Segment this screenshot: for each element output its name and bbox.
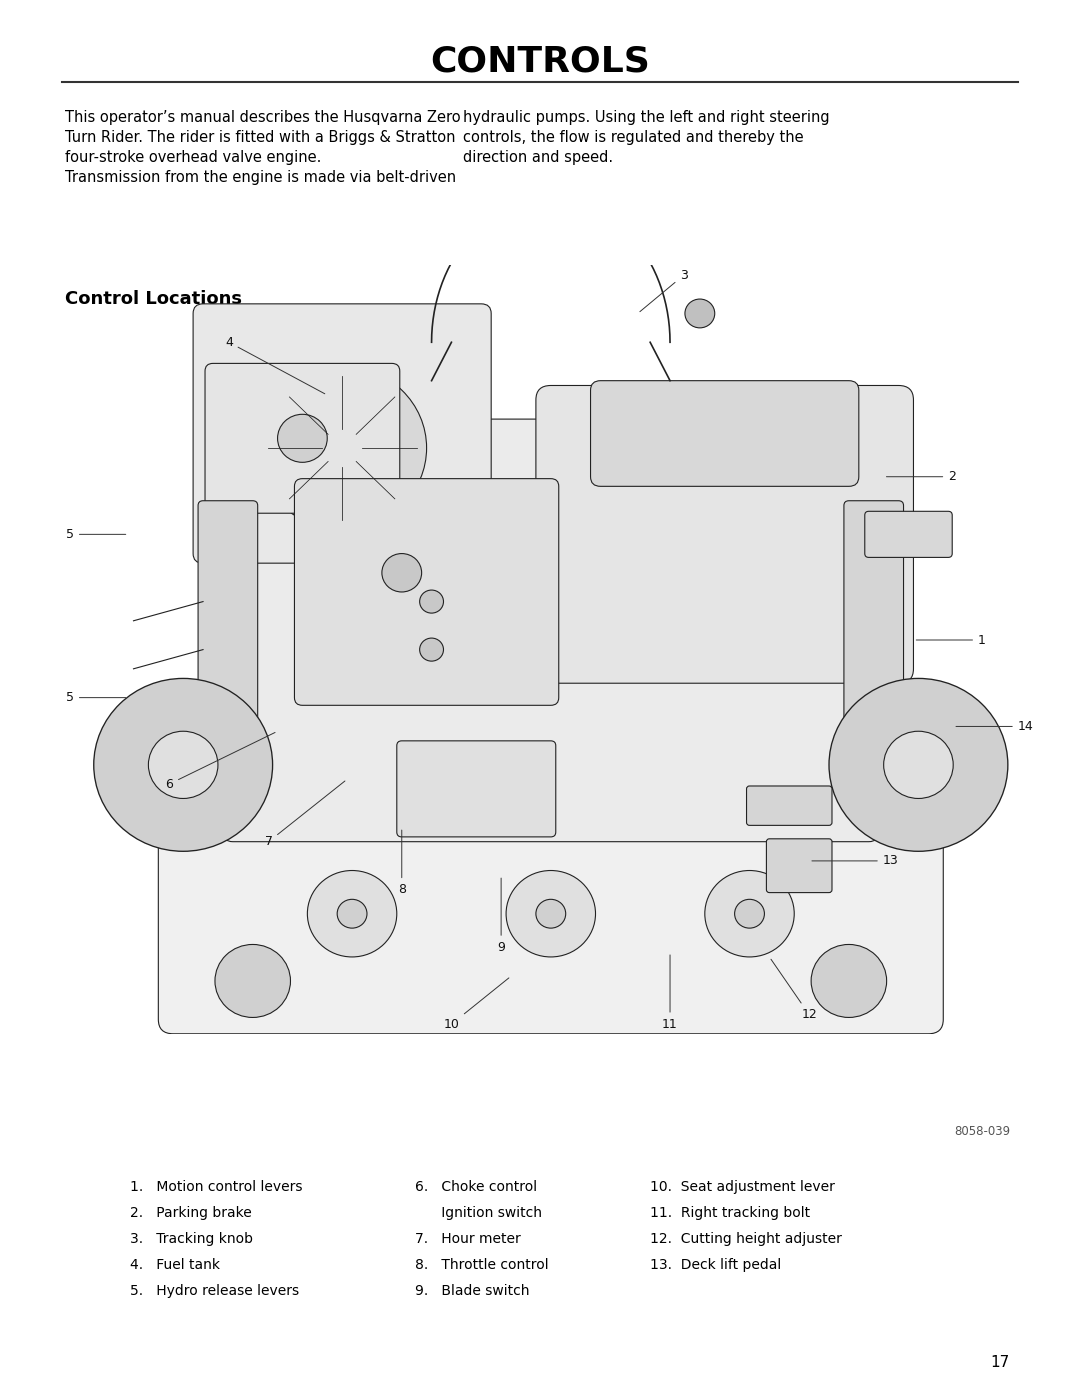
Circle shape <box>287 395 396 500</box>
Text: 1: 1 <box>916 633 986 647</box>
Circle shape <box>829 679 1008 851</box>
Text: 4.   Fuel tank: 4. Fuel tank <box>130 1259 220 1273</box>
FancyBboxPatch shape <box>205 363 400 513</box>
Text: 13.  Deck lift pedal: 13. Deck lift pedal <box>650 1259 781 1273</box>
Circle shape <box>258 366 427 529</box>
FancyBboxPatch shape <box>746 787 832 826</box>
Circle shape <box>148 731 218 799</box>
Text: controls, the flow is regulated and thereby the: controls, the flow is regulated and ther… <box>463 130 804 145</box>
Text: 14: 14 <box>956 719 1034 733</box>
Text: Ignition switch: Ignition switch <box>415 1206 542 1220</box>
Text: four-stroke overhead valve engine.: four-stroke overhead valve engine. <box>65 149 322 165</box>
Circle shape <box>536 900 566 928</box>
Circle shape <box>685 299 715 328</box>
Text: 17: 17 <box>990 1355 1010 1370</box>
FancyBboxPatch shape <box>193 303 491 563</box>
Text: 5: 5 <box>66 528 125 541</box>
FancyBboxPatch shape <box>767 838 832 893</box>
Text: 7.   Hour meter: 7. Hour meter <box>415 1232 521 1246</box>
FancyBboxPatch shape <box>865 511 953 557</box>
Text: hydraulic pumps. Using the left and right steering: hydraulic pumps. Using the left and righ… <box>463 110 829 124</box>
Text: 7: 7 <box>265 781 345 848</box>
Text: Transmission from the engine is made via belt-driven: Transmission from the engine is made via… <box>65 170 456 184</box>
Circle shape <box>811 944 887 1017</box>
FancyBboxPatch shape <box>591 380 859 486</box>
Text: 3: 3 <box>639 268 688 312</box>
FancyBboxPatch shape <box>159 793 943 1034</box>
Text: direction and speed.: direction and speed. <box>463 149 613 165</box>
Circle shape <box>94 679 272 851</box>
Text: 10: 10 <box>444 978 509 1031</box>
Text: 12: 12 <box>771 960 816 1021</box>
FancyBboxPatch shape <box>843 500 904 750</box>
Text: 10.  Seat adjustment lever: 10. Seat adjustment lever <box>650 1180 835 1194</box>
Text: 8: 8 <box>397 830 406 897</box>
Circle shape <box>420 590 444 613</box>
Circle shape <box>337 900 367 928</box>
Text: 12.  Cutting height adjuster: 12. Cutting height adjuster <box>650 1232 842 1246</box>
Text: This operator’s manual describes the Husqvarna Zero: This operator’s manual describes the Hus… <box>65 110 461 124</box>
Text: 11: 11 <box>662 956 678 1031</box>
FancyBboxPatch shape <box>198 500 258 750</box>
Text: 2.   Parking brake: 2. Parking brake <box>130 1206 252 1220</box>
Circle shape <box>308 870 396 957</box>
Text: 3.   Tracking knob: 3. Tracking knob <box>130 1232 253 1246</box>
Text: 13: 13 <box>812 855 899 868</box>
Text: 5: 5 <box>66 692 125 704</box>
Text: 6.   Choke control: 6. Choke control <box>415 1180 537 1194</box>
FancyBboxPatch shape <box>536 386 914 683</box>
Text: 4: 4 <box>225 335 325 394</box>
FancyBboxPatch shape <box>295 479 558 705</box>
Text: 2: 2 <box>887 471 956 483</box>
Text: Turn Rider. The rider is fitted with a Briggs & Stratton: Turn Rider. The rider is fitted with a B… <box>65 130 456 145</box>
Circle shape <box>883 731 954 799</box>
Text: 1.   Motion control levers: 1. Motion control levers <box>130 1180 302 1194</box>
Text: 8.   Throttle control: 8. Throttle control <box>415 1259 549 1273</box>
Circle shape <box>278 415 327 462</box>
Circle shape <box>734 900 765 928</box>
Circle shape <box>382 553 421 592</box>
Circle shape <box>215 944 291 1017</box>
FancyBboxPatch shape <box>222 419 879 841</box>
Circle shape <box>420 638 444 661</box>
Text: 8058-039: 8058-039 <box>954 1125 1010 1139</box>
FancyBboxPatch shape <box>396 740 556 837</box>
Text: 9.   Blade switch: 9. Blade switch <box>415 1284 529 1298</box>
Text: 11.  Right tracking bolt: 11. Right tracking bolt <box>650 1206 810 1220</box>
Circle shape <box>705 870 794 957</box>
Text: 5.   Hydro release levers: 5. Hydro release levers <box>130 1284 299 1298</box>
Circle shape <box>507 870 595 957</box>
Text: 9: 9 <box>497 879 505 954</box>
Text: CONTROLS: CONTROLS <box>430 45 650 80</box>
Text: Control Locations: Control Locations <box>65 291 242 307</box>
Text: 6: 6 <box>165 732 275 791</box>
